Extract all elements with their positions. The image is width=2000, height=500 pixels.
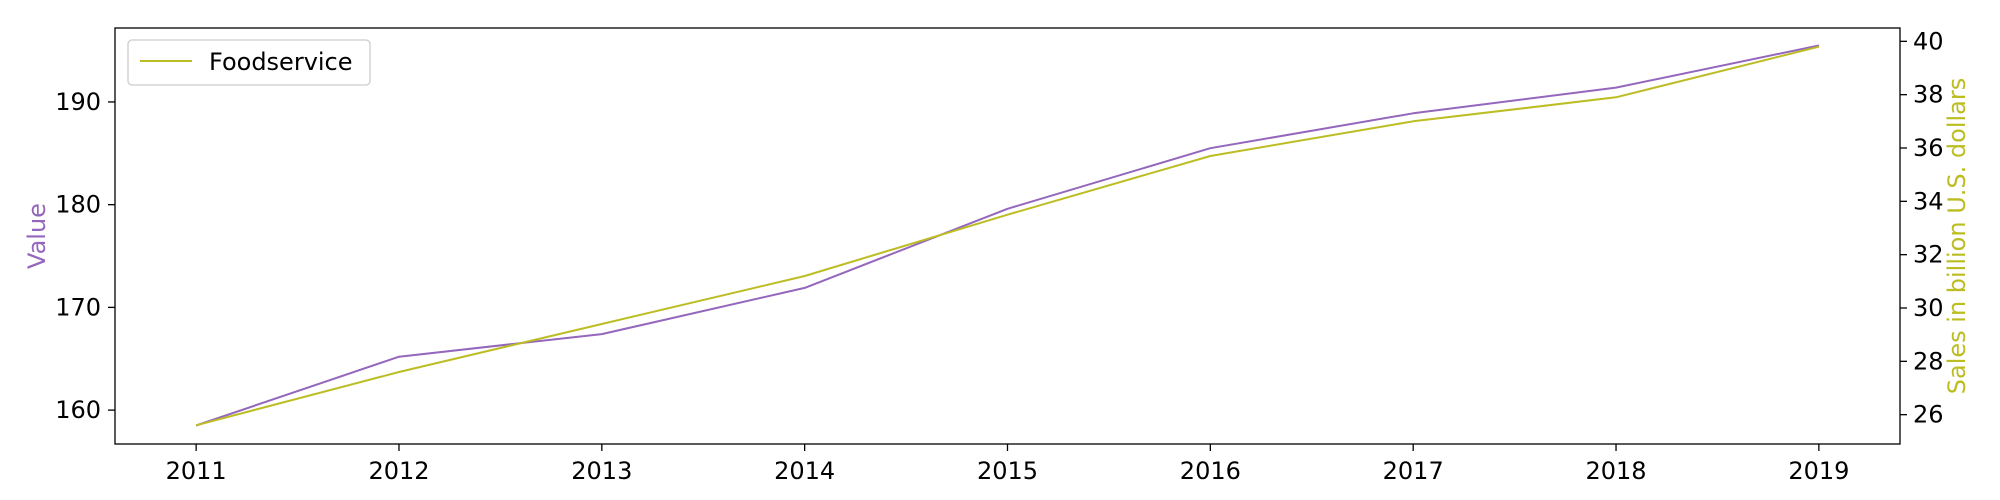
y-right-tick-label: 26	[1913, 401, 1944, 429]
y-right-axis: 26 28 30 32 34 36 38 40	[1900, 27, 1944, 429]
y-left-tick-label: 170	[55, 293, 101, 321]
series-line-foodservice	[195, 45, 1820, 427]
x-tick-label: 2012	[368, 457, 429, 485]
legend-box	[127, 39, 371, 86]
x-tick-label: 2015	[977, 457, 1038, 485]
x-axis: 2011 2012 2013 2014 2015 2016 2017 2018 2019	[166, 444, 1849, 485]
y-left-axis-title: Value	[23, 203, 51, 269]
x-tick-label: 2013	[571, 457, 632, 485]
y-left-tick-label: 160	[55, 396, 101, 424]
y-right-tick-label: 32	[1913, 241, 1944, 269]
x-tick-label: 2019	[1788, 457, 1849, 485]
x-tick-label: 2017	[1383, 457, 1444, 485]
plot-frame	[114, 27, 1901, 445]
x-tick-label: 2016	[1180, 457, 1241, 485]
y-left-tick-label: 180	[55, 191, 101, 219]
plot-marks	[195, 44, 1820, 427]
y-right-tick-label: 28	[1913, 347, 1944, 375]
y-right-tick-label: 34	[1913, 187, 1944, 215]
y-right-tick-label: 30	[1913, 294, 1944, 322]
y-left-tick-label: 190	[55, 88, 101, 116]
x-tick-label: 2018	[1585, 457, 1646, 485]
y-right-tick-label: 40	[1913, 27, 1944, 55]
y-right-axis-title: Sales in billion U.S. dollars	[1943, 78, 1971, 394]
x-tick-label: 2011	[166, 457, 227, 485]
legend-label-foodservice: Foodservice	[209, 48, 353, 76]
y-right-tick-label: 36	[1913, 134, 1944, 162]
y-right-tick-label: 38	[1913, 81, 1944, 109]
y-left-axis: 160 170 180 190	[55, 88, 115, 424]
x-tick-label: 2014	[774, 457, 835, 485]
legend: Foodservice	[127, 39, 371, 86]
